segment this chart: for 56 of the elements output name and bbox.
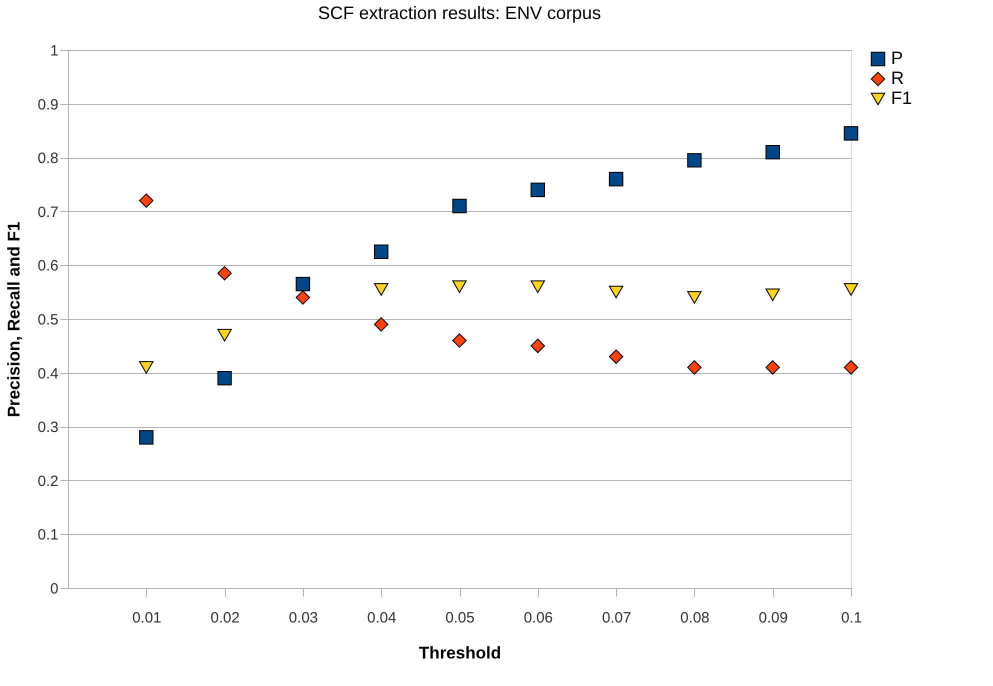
- point: [374, 283, 388, 296]
- point: [452, 333, 467, 348]
- y-tick-label: 1: [50, 42, 58, 60]
- point: [530, 280, 546, 294]
- legend-label: R: [891, 68, 904, 88]
- point: [530, 182, 546, 198]
- y-tick-label: 0.7: [38, 204, 58, 221]
- y-tick-label: 0.5: [38, 312, 58, 328]
- x-tick-label: 0.05: [445, 610, 475, 626]
- x-tick-label: 0.06: [524, 610, 553, 626]
- point: [374, 317, 388, 332]
- legend-label: F1: [891, 88, 912, 108]
- point: [765, 145, 780, 160]
- y-tick-label: 0.1: [38, 526, 58, 544]
- point: [687, 291, 702, 304]
- point: [687, 360, 702, 375]
- y-tick-label: 0.2: [38, 472, 58, 490]
- point: [765, 288, 780, 302]
- y-tick-label: 0.3: [38, 419, 58, 436]
- point: [844, 283, 858, 296]
- x-tick-label: 0.1: [841, 610, 862, 626]
- point: [530, 338, 546, 354]
- point: [452, 280, 467, 294]
- x-tick-label: 0.09: [758, 610, 788, 626]
- point: [608, 172, 624, 186]
- point: [687, 153, 702, 168]
- point: [844, 360, 858, 375]
- point: [374, 244, 388, 259]
- x-tick-label: 0.03: [288, 610, 318, 626]
- legend-label: P: [891, 48, 904, 68]
- point: [139, 430, 154, 445]
- y-tick-label: 0: [50, 580, 58, 598]
- point: [608, 286, 624, 298]
- y-axis-title: Precision, Recall and F1: [4, 222, 24, 418]
- point: [217, 328, 232, 342]
- y-tick-label: 0.4: [38, 365, 58, 382]
- point: [608, 349, 624, 364]
- point: [452, 198, 467, 214]
- point: [139, 193, 154, 208]
- chart-title: SCF extraction results: ENV corpus: [318, 3, 602, 23]
- y-tick-label: 0.6: [38, 258, 58, 275]
- x-tick-label: 0.02: [210, 610, 240, 626]
- point: [844, 126, 858, 141]
- x-tick-label: 0.08: [680, 610, 710, 626]
- point: [139, 361, 154, 374]
- point: [217, 370, 232, 386]
- point: [296, 290, 310, 305]
- point: [765, 360, 780, 375]
- point: [296, 276, 310, 292]
- x-tick-label: 0.01: [132, 610, 162, 626]
- x-tick-label: 0.04: [367, 610, 396, 626]
- point: [217, 266, 232, 280]
- x-tick-label: 0.07: [602, 610, 632, 626]
- y-tick-label: 0.9: [38, 96, 58, 114]
- x-axis-title: Threshold: [418, 644, 502, 662]
- y-tick-label: 0.8: [38, 150, 58, 168]
